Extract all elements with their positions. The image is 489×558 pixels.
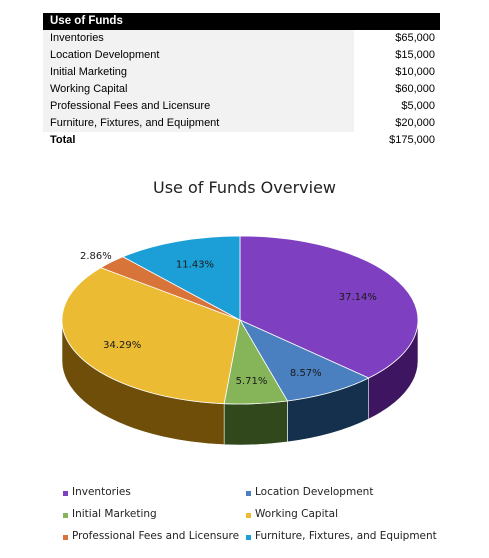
data-label-location-development: 8.57% xyxy=(290,368,322,379)
row-label: Inventories xyxy=(43,30,354,47)
table-total-row: Total $175,000 xyxy=(43,132,440,149)
pie-slice-inventories xyxy=(239,235,419,379)
legend-swatch xyxy=(63,513,68,518)
legend-label: Professional Fees and Licensure xyxy=(72,530,240,542)
row-label: Furniture, Fixtures, and Equipment xyxy=(43,115,354,132)
pie-slice-location-development xyxy=(239,319,370,402)
row-label: Initial Marketing xyxy=(43,64,354,81)
table-header: Use of Funds xyxy=(43,13,440,30)
legend-swatch xyxy=(246,491,251,496)
table-row: Working Capital $60,000 xyxy=(43,81,440,98)
legend-label: Furniture, Fixtures, and Equipment xyxy=(255,530,437,542)
data-label-inventories: 37.14% xyxy=(339,292,377,303)
row-label: Working Capital xyxy=(43,81,354,98)
legend-swatch xyxy=(246,535,251,540)
row-amount: $15,000 xyxy=(395,49,435,61)
row-label: Professional Fees and Licensure xyxy=(43,98,354,115)
row-amount: $65,000 xyxy=(395,32,435,44)
legend-label: Initial Marketing xyxy=(72,508,157,520)
row-amount: $5,000 xyxy=(401,100,435,112)
legend-label: Inventories xyxy=(72,486,131,498)
data-label-professional-fees-and-licensure: 2.86% xyxy=(80,251,112,262)
total-label: Total xyxy=(43,132,354,149)
table-row: Initial Marketing $10,000 xyxy=(43,64,440,81)
pie-slice-furniture-fixtures-and-equipment xyxy=(121,235,241,321)
row-amount: $20,000 xyxy=(395,117,435,129)
legend-swatch xyxy=(63,535,68,540)
chart-title: Use of Funds Overview xyxy=(153,178,336,197)
table-row: Location Development $15,000 xyxy=(43,47,440,64)
legend-label: Working Capital xyxy=(255,508,338,520)
pie-slice-side-initial-marketing xyxy=(223,400,288,446)
legend-swatch xyxy=(63,491,68,496)
data-label-furniture-fixtures-and-equipment: 11.43% xyxy=(176,259,214,270)
legend-swatch xyxy=(246,513,251,518)
total-amount: $175,000 xyxy=(389,134,435,146)
use-of-funds-table: Use of Funds Inventories $65,000 Locatio… xyxy=(43,13,440,149)
table-row: Professional Fees and Licensure $5,000 xyxy=(43,98,440,115)
pie-slice-working-capital xyxy=(61,267,241,405)
row-amount: $10,000 xyxy=(395,66,435,78)
row-label: Location Development xyxy=(43,47,354,64)
row-amount: $60,000 xyxy=(395,83,435,95)
data-label-working-capital: 34.29% xyxy=(103,340,141,351)
legend-label: Location Development xyxy=(255,486,374,498)
table-row: Inventories $65,000 xyxy=(43,30,440,47)
data-label-initial-marketing: 5.71% xyxy=(236,376,268,387)
table-row: Furniture, Fixtures, and Equipment $20,0… xyxy=(43,115,440,132)
